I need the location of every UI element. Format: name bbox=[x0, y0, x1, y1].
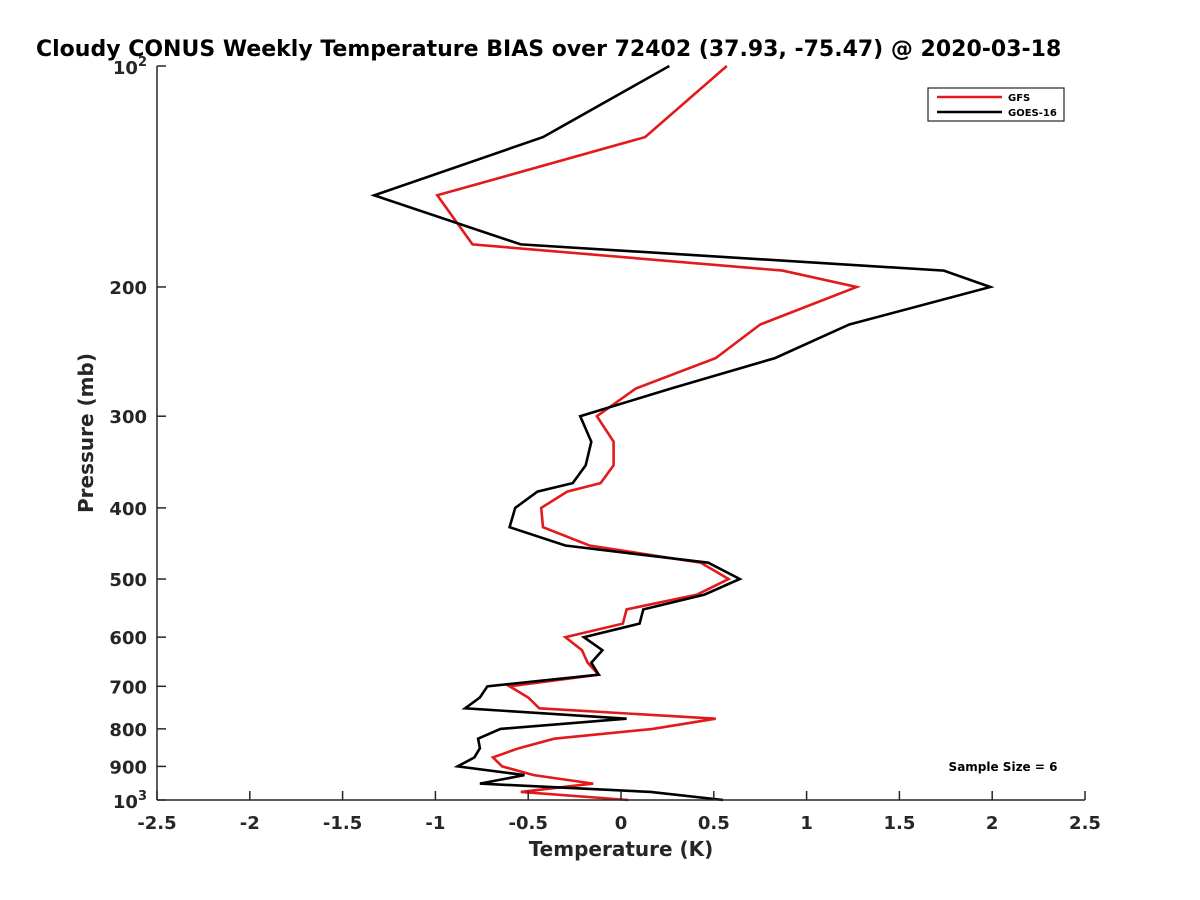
y-tick-label: 600 bbox=[109, 628, 147, 649]
sample-size-annotation: Sample Size = 6 bbox=[949, 760, 1058, 774]
x-tick-label: -0.5 bbox=[509, 813, 548, 834]
y-power-tick-label: 103 bbox=[113, 789, 147, 813]
y-tick-label: 900 bbox=[109, 757, 147, 778]
x-tick-label: 0.5 bbox=[698, 813, 730, 834]
legend-label: GOES-16 bbox=[1008, 108, 1057, 119]
y-power-tick-label: 102 bbox=[113, 55, 147, 79]
x-tick-label: -1.5 bbox=[323, 813, 362, 834]
legend-box bbox=[927, 87, 1065, 122]
legend: GFS GOES-16 bbox=[927, 87, 1065, 122]
x-tick-label: 2 bbox=[986, 813, 999, 834]
chart-title: Cloudy CONUS Weekly Temperature BIAS ove… bbox=[36, 37, 1061, 62]
x-tick-label: 1 bbox=[800, 813, 813, 834]
y-tick-label: 300 bbox=[109, 407, 147, 428]
y-ticks: 200 300 400 500 600 700 800 900 102 103 bbox=[109, 55, 166, 813]
y-axis-label: Pressure (mb) bbox=[74, 353, 98, 513]
series-line-goes-16 bbox=[370, 64, 995, 802]
y-tick-label: 700 bbox=[109, 677, 147, 698]
series-line-gfs bbox=[435, 65, 862, 802]
y-tick-label: 500 bbox=[109, 570, 147, 591]
x-ticks: -2.5 -2 -1.5 -1 -0.5 0 0.5 1 1.5 2 2.5 bbox=[137, 791, 1101, 834]
x-tick-label: 0 bbox=[615, 813, 628, 834]
y-tick-label: 200 bbox=[109, 278, 147, 299]
x-tick-label: -2.5 bbox=[137, 813, 176, 834]
series-layer bbox=[370, 64, 995, 802]
y-tick-label: 400 bbox=[109, 499, 147, 520]
x-tick-label: 1.5 bbox=[883, 813, 915, 834]
legend-label: GFS bbox=[1008, 93, 1030, 104]
x-tick-label: -2 bbox=[240, 813, 260, 834]
y-tick-label: 800 bbox=[109, 720, 147, 741]
x-tick-label: -1 bbox=[425, 813, 445, 834]
plot-area: -2.5 -2 -1.5 -1 -0.5 0 0.5 1 1.5 2 2.5 200 300 400 50… bbox=[109, 55, 1101, 834]
legend-items: GFS GOES-16 bbox=[937, 93, 1057, 119]
x-tick-label: 2.5 bbox=[1069, 813, 1101, 834]
x-axis-label: Temperature (K) bbox=[529, 837, 714, 861]
